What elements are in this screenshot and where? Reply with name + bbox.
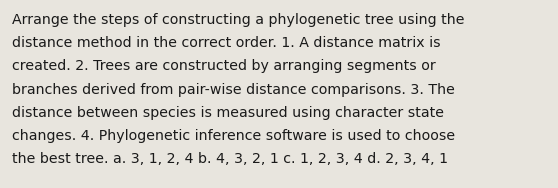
Text: changes. 4. Phylogenetic inference software is used to choose: changes. 4. Phylogenetic inference softw… <box>12 129 455 143</box>
Text: distance between species is measured using character state: distance between species is measured usi… <box>12 106 444 120</box>
Text: the best tree. a. 3, 1, 2, 4 b. 4, 3, 2, 1 c. 1, 2, 3, 4 d. 2, 3, 4, 1: the best tree. a. 3, 1, 2, 4 b. 4, 3, 2,… <box>12 152 448 166</box>
Text: Arrange the steps of constructing a phylogenetic tree using the: Arrange the steps of constructing a phyl… <box>12 13 465 27</box>
Text: branches derived from pair-wise distance comparisons. 3. The: branches derived from pair-wise distance… <box>12 83 455 96</box>
Text: created. 2. Trees are constructed by arranging segments or: created. 2. Trees are constructed by arr… <box>12 59 436 73</box>
Text: distance method in the correct order. 1. A distance matrix is: distance method in the correct order. 1.… <box>12 36 441 50</box>
